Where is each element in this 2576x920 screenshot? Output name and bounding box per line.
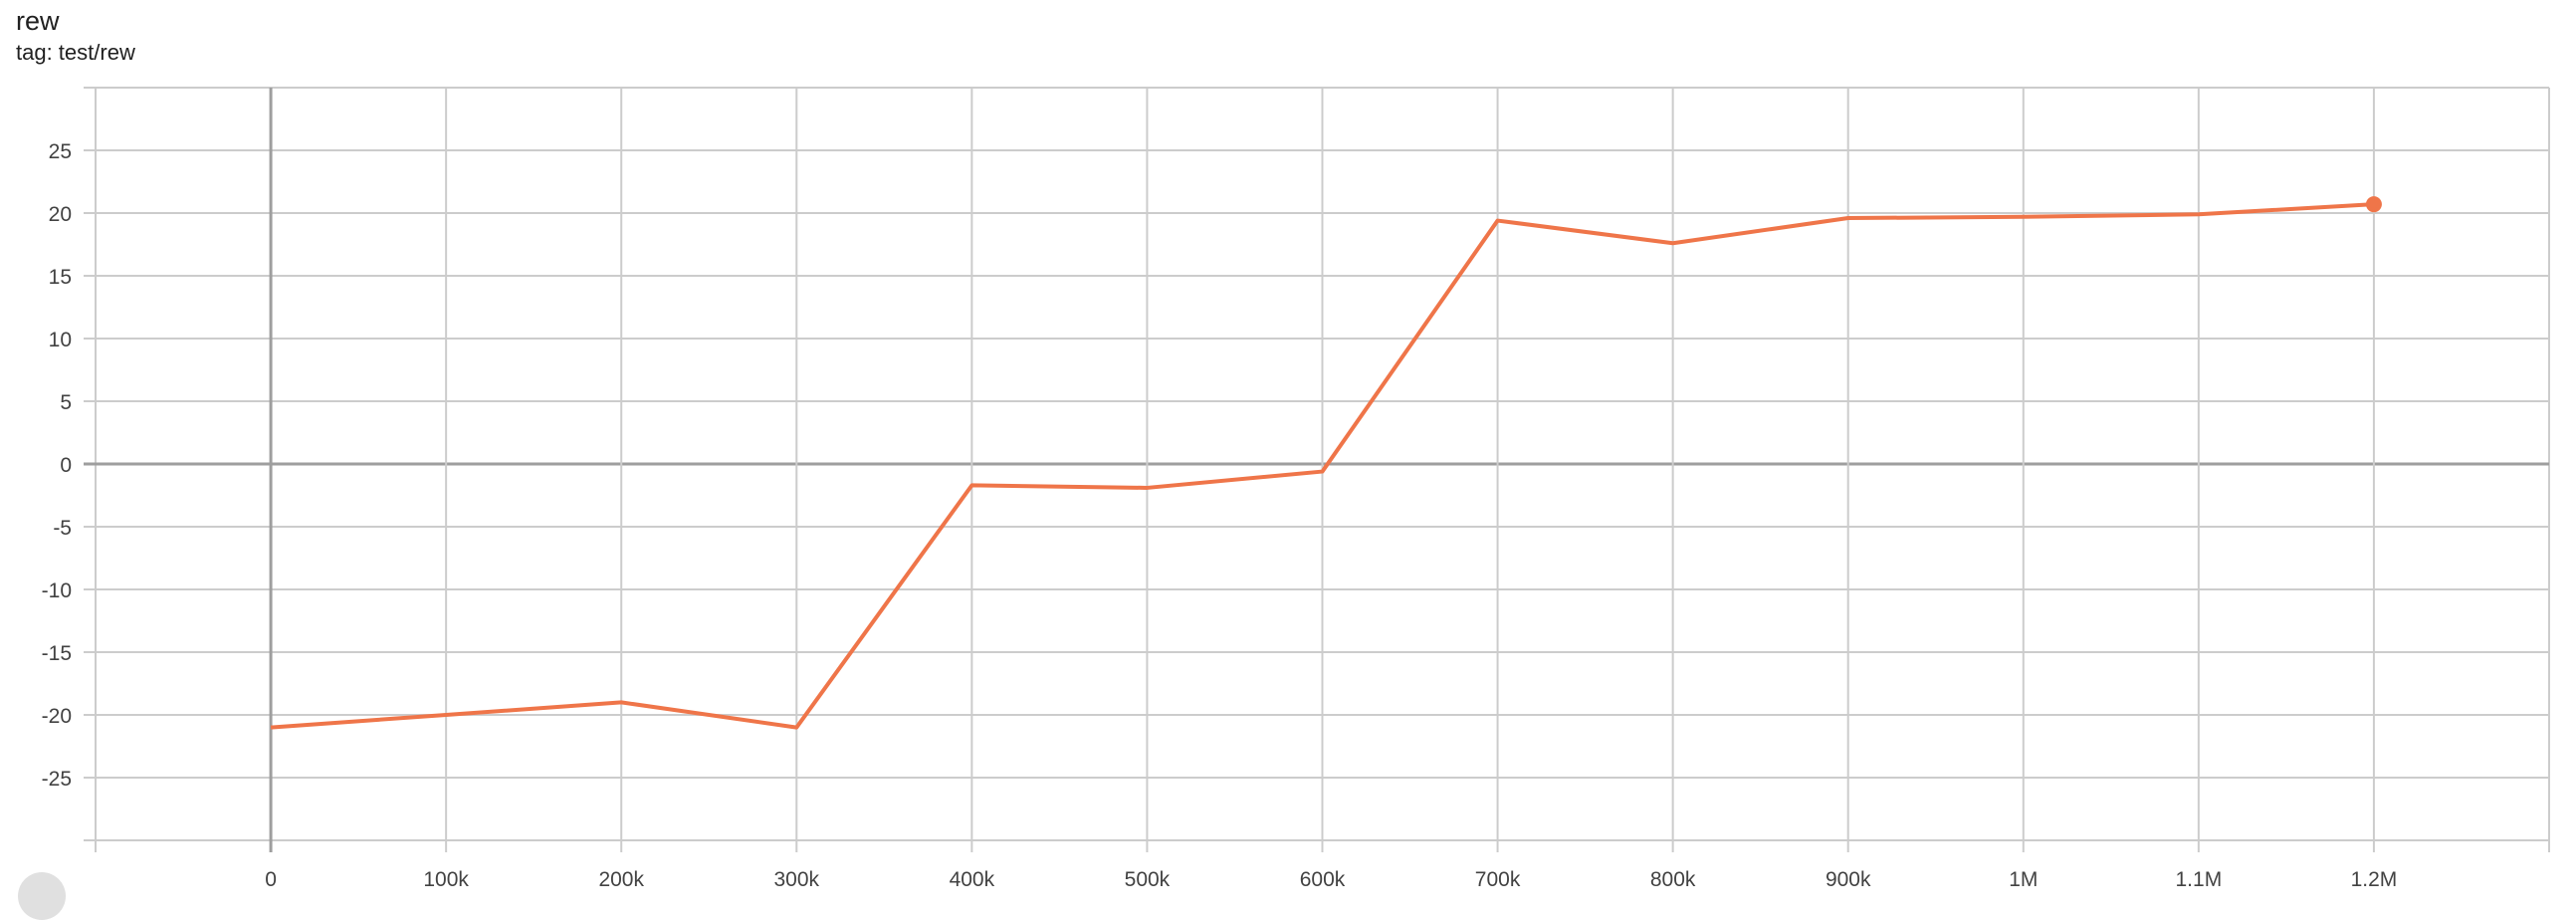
x-tick-label: 800k [1650, 868, 1696, 891]
y-tick-label: 15 [49, 266, 72, 289]
last-data-point [2366, 196, 2382, 212]
x-tick-label: 400k [950, 868, 995, 891]
y-tick-label: -25 [42, 768, 72, 791]
x-tick-label: 700k [1475, 868, 1521, 891]
x-tick-label: 1.2M [2351, 868, 2398, 891]
y-tick-label: -15 [42, 642, 72, 665]
x-tick-label: 0 [265, 868, 277, 891]
y-tick-label: 20 [49, 203, 72, 226]
line-chart: -25 -20 -15 -10 -5 0 5 10 15 20 25 0 100k 200k 300k 40… [0, 0, 2576, 892]
x-tick-label: 100k [423, 868, 469, 891]
y-tick-label: 25 [49, 140, 72, 163]
y-tick-label: 0 [60, 454, 72, 477]
x-tick-label: 900k [1825, 868, 1871, 891]
x-tick-label: 300k [774, 868, 820, 891]
x-tick-label: 1.1M [2176, 868, 2223, 891]
x-tick-label: 500k [1125, 868, 1171, 891]
x-tick-label: 200k [598, 868, 644, 891]
y-tick-label: -10 [42, 579, 72, 602]
y-tick-label: 10 [49, 329, 72, 351]
expand-button[interactable] [18, 872, 66, 920]
y-tick-label: -20 [42, 705, 72, 728]
x-tick-label: 1M [2009, 868, 2038, 891]
x-tick-label: 600k [1300, 868, 1346, 891]
y-tick-label: -5 [53, 517, 72, 540]
y-tick-label: 5 [60, 391, 72, 414]
